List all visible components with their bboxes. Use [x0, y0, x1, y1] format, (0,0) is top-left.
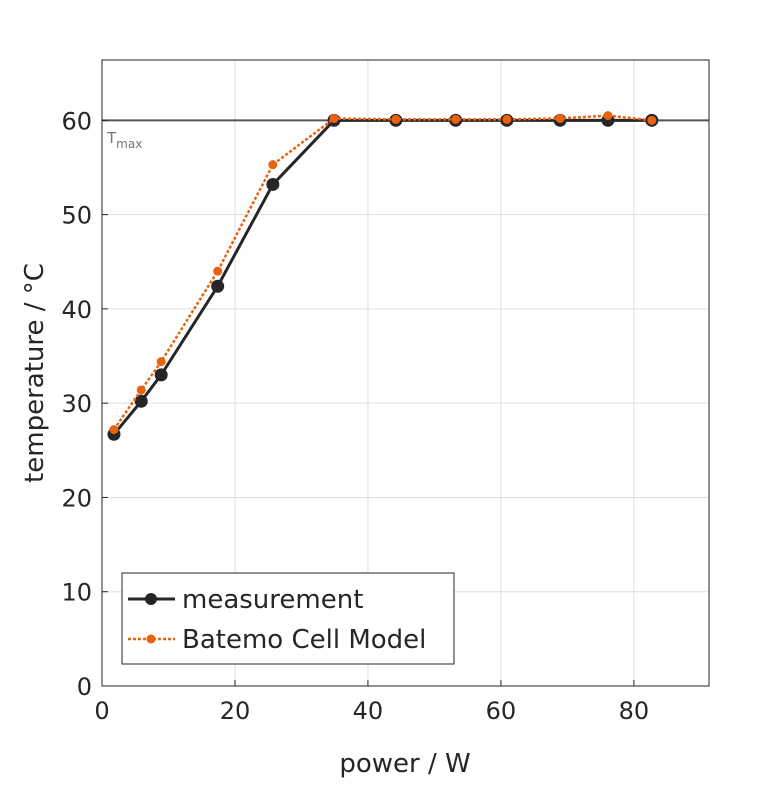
plot-frame — [101, 59, 710, 687]
x-tick-label: 40 — [353, 697, 384, 725]
series-layer — [107, 111, 659, 441]
data-point — [136, 385, 146, 395]
legend-label-model: Batemo Cell Model — [182, 625, 426, 655]
legend-marker-model — [146, 634, 156, 644]
series-measurement — [107, 113, 659, 441]
y-tick-label: 0 — [77, 673, 92, 701]
y-tick-label: 10 — [61, 579, 92, 607]
series-line — [112, 114, 652, 431]
legend-label-measurement: measurement — [182, 585, 363, 615]
y-tick-label: 50 — [61, 202, 92, 230]
data-point — [329, 113, 339, 123]
data-point — [502, 114, 512, 124]
x-tick-label: 0 — [94, 697, 109, 725]
x-tick-label: 60 — [486, 697, 517, 725]
data-point — [266, 177, 280, 191]
tmax-label: Tmax — [106, 129, 142, 151]
series-model — [109, 111, 657, 435]
y-tick-label: 30 — [61, 390, 92, 418]
data-point — [154, 368, 168, 382]
legend-marker-measurement — [145, 593, 157, 605]
data-point — [555, 113, 565, 123]
data-point — [391, 114, 401, 124]
legend: measurement Batemo Cell Model — [121, 572, 455, 665]
y-tick-label: 60 — [61, 107, 92, 135]
y-axis: 0 10 20 30 40 50 60 — [61, 107, 108, 701]
y-tick-label: 20 — [61, 484, 92, 512]
x-tick-label: 80 — [619, 697, 650, 725]
data-point — [109, 425, 119, 435]
data-point — [134, 394, 148, 408]
series-line — [112, 118, 652, 436]
data-point — [211, 279, 225, 293]
y-tick-label: 40 — [61, 296, 92, 324]
data-point — [268, 160, 278, 170]
y-axis-label: temperature / °C — [20, 263, 50, 483]
data-point — [451, 114, 461, 124]
x-axis-label: power / W — [339, 749, 470, 779]
x-tick-label: 20 — [220, 697, 251, 725]
data-point — [156, 357, 166, 367]
data-point — [213, 266, 223, 276]
data-point — [603, 111, 613, 121]
data-point — [647, 115, 657, 125]
x-axis: 0 20 40 60 80 — [94, 680, 649, 725]
